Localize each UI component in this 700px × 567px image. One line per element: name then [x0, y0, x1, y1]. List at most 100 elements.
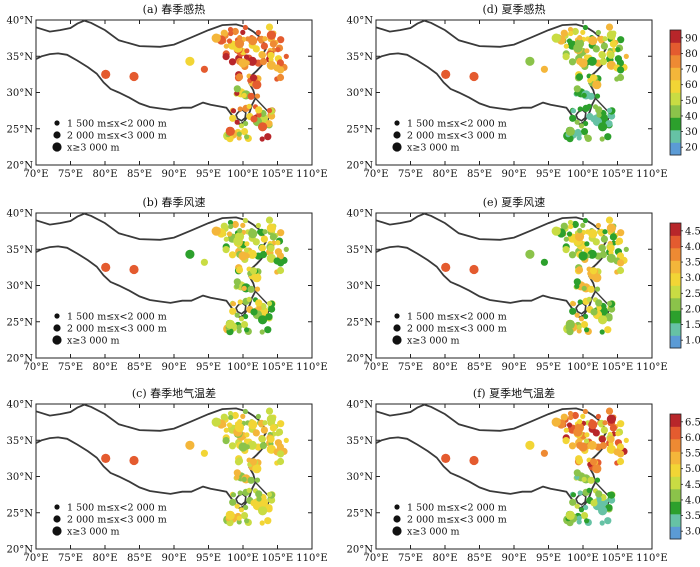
station-marker: [589, 458, 598, 466]
station-marker: [580, 413, 586, 419]
station-marker: [551, 417, 561, 427]
station-marker: [551, 33, 561, 43]
station-marker: [231, 220, 239, 229]
plateau-boundary: [375, 19, 607, 126]
x-tick-label: 85°E: [467, 362, 492, 373]
legend-marker: [53, 324, 61, 332]
legend-label: x≥3 000 m: [407, 143, 460, 154]
station-marker: [560, 222, 568, 230]
station-marker: [563, 236, 569, 242]
station-marker: [237, 299, 243, 305]
station-marker: [238, 316, 245, 322]
station-marker: [617, 66, 625, 74]
y-tick-label: 25°N: [347, 508, 374, 519]
x-tick-label: 110°E: [296, 362, 327, 373]
station-marker: [595, 29, 601, 36]
station-marker: [596, 112, 602, 118]
station-marker: [615, 47, 621, 53]
station-marker: [262, 229, 268, 235]
station-marker: [605, 407, 614, 415]
station-marker: [562, 437, 570, 445]
station-marker: [469, 264, 479, 275]
panel-1-2: (f) 夏季地气温差 70°E 75°E 80°E 85°E 90°E 95°E 100°E 1…: [347, 386, 700, 564]
station-marker: [606, 300, 613, 307]
station-marker: [623, 53, 629, 60]
station-marker: [255, 106, 263, 114]
station-marker: [599, 520, 605, 526]
station-marker: [233, 278, 241, 286]
legend-marker: [52, 142, 62, 152]
x-tick-label: 95°E: [196, 169, 221, 180]
y-tick-label: 20°N: [347, 161, 374, 172]
station-marker: [275, 431, 281, 437]
y-tick-label: 40°N: [347, 16, 374, 27]
station-marker: [220, 222, 228, 230]
station-marker: [277, 420, 285, 428]
station-marker: [592, 45, 600, 53]
station-marker: [577, 228, 583, 234]
station-marker: [565, 319, 575, 329]
x-tick-label: 90°E: [161, 553, 186, 564]
x-tick-label: 85°E: [127, 553, 152, 564]
station-marker: [569, 498, 577, 506]
station-marker: [587, 56, 597, 66]
x-tick-label: 95°E: [536, 362, 561, 373]
basin-boundary: [575, 492, 587, 506]
colorbar-tick-label: 3.0: [685, 273, 700, 284]
panel-0-1: (b) 春季风速 70°E 75°E 80°E 85°E 90°E 95°E 100°E 105…: [7, 196, 328, 373]
colorbar-swatch: [670, 80, 681, 93]
colorbar-swatch: [670, 464, 681, 477]
station-marker: [225, 510, 235, 520]
colorbar-tick-label: 3.5: [685, 258, 700, 269]
y-tick-label: 20°N: [7, 161, 34, 172]
station-marker: [588, 36, 598, 46]
legend-marker: [392, 142, 402, 152]
panel-title: (d) 夏季感热: [482, 3, 545, 16]
station-marker: [578, 58, 588, 68]
station-marker: [596, 496, 602, 502]
station-marker: [592, 80, 602, 90]
station-marker: [605, 120, 613, 128]
station-marker: [242, 408, 248, 415]
station-marker: [238, 123, 245, 129]
station-marker: [609, 233, 617, 241]
legend-marker: [54, 120, 60, 126]
station-marker: [222, 246, 230, 254]
station-marker: [441, 453, 451, 463]
station-marker: [283, 437, 289, 443]
station-marker: [571, 220, 579, 229]
station-marker: [595, 299, 603, 307]
panel-0-0: (a) 春季感热 70°E 75°E 80°E 85°E 90°E 95°E 100°E 105…: [7, 3, 328, 180]
x-tick-label: 90°E: [161, 169, 186, 180]
station-marker: [576, 328, 582, 334]
legend-label: 2 000 m≤x<3 000 m: [407, 131, 507, 142]
y-tick-label: 40°N: [347, 400, 374, 411]
station-marker: [577, 419, 583, 425]
station-marker: [600, 426, 608, 434]
station-marker: [598, 315, 608, 325]
colorbar-swatch: [670, 30, 681, 43]
colorbar-tick-label: 6.0: [685, 433, 700, 444]
colorbar-swatch: [670, 235, 681, 249]
size-legend: 1 500 m≤x<2 000 m2 000 m≤x<3 000 mx≥3 00…: [52, 312, 167, 347]
station-marker: [588, 229, 598, 239]
x-tick-label: 110°E: [296, 553, 327, 564]
colorbar-tick-label: 1.0: [685, 336, 700, 347]
station-marker: [229, 307, 237, 315]
station-marker: [243, 504, 249, 511]
colorbar-swatch: [670, 42, 681, 56]
x-tick-label: 80°E: [432, 169, 457, 180]
station-marker: [237, 35, 243, 41]
station-marker: [269, 233, 277, 241]
station-marker: [567, 26, 574, 33]
x-tick-label: 85°E: [127, 169, 152, 180]
colorbar-swatch: [670, 489, 681, 502]
legend-label: x≥3 000 m: [67, 143, 120, 154]
x-tick-label: 75°E: [58, 169, 83, 180]
station-marker: [616, 443, 624, 451]
colorbar-swatch: [670, 130, 681, 143]
station-marker: [259, 329, 265, 335]
station-marker: [568, 58, 577, 66]
station-marker: [588, 420, 598, 430]
x-tick-label: 75°E: [398, 553, 423, 564]
